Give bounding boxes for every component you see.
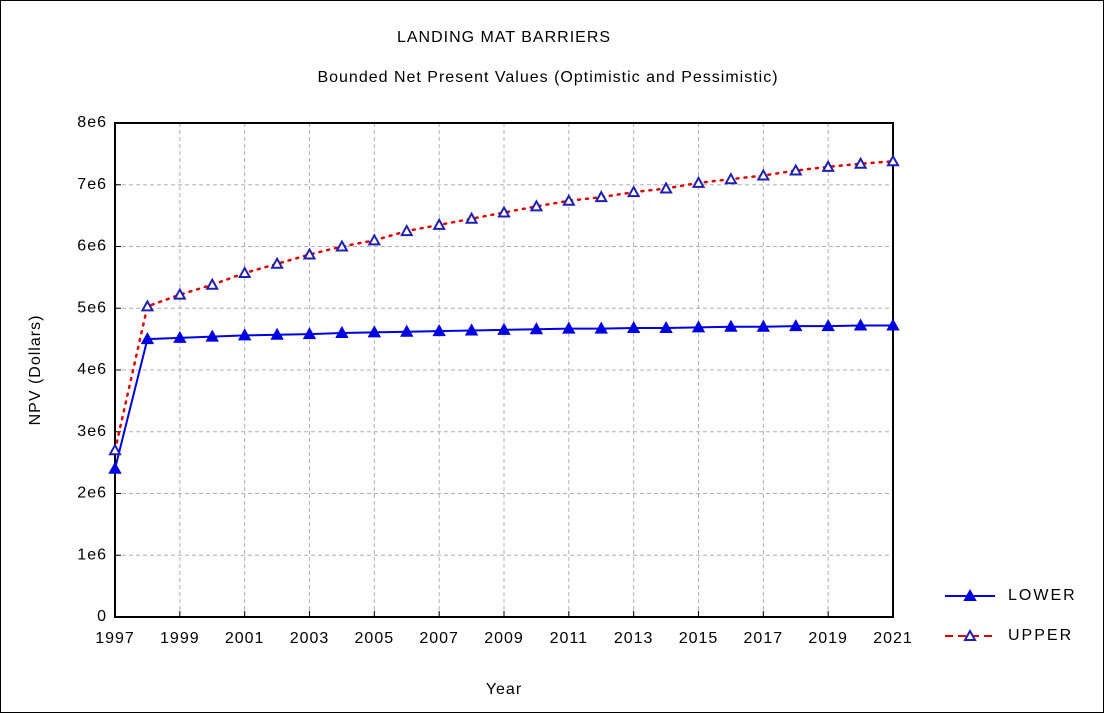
data-point	[302, 247, 317, 260]
data-point	[464, 323, 479, 336]
y-axis-label: NPV (Dollars)	[27, 315, 44, 426]
x-tick-label: 2013	[614, 630, 654, 647]
x-tick-label: 2021	[873, 630, 913, 647]
x-tick-label: 1999	[160, 630, 200, 647]
data-point	[497, 205, 511, 218]
data-point	[886, 318, 900, 331]
data-point	[173, 287, 187, 300]
data-point	[335, 239, 349, 252]
y-tick-label: 6e6	[77, 238, 107, 255]
x-tick-label: 1997	[95, 630, 135, 647]
x-tick-label: 2003	[290, 630, 330, 647]
data-point	[432, 217, 446, 230]
data-point	[789, 163, 803, 176]
data-point	[108, 461, 122, 474]
data-point	[205, 277, 219, 290]
data-point	[237, 265, 252, 279]
x-tick-label: 2007	[419, 630, 459, 647]
data-point	[367, 233, 382, 246]
plot-border	[114, 122, 894, 618]
data-point	[302, 327, 317, 340]
data-point	[335, 325, 349, 338]
data-point	[659, 181, 673, 194]
y-tick-label: 5e6	[77, 299, 107, 316]
data-point	[173, 330, 187, 343]
x-tick-label: 2001	[225, 630, 265, 647]
data-point	[691, 175, 706, 188]
data-point	[237, 328, 252, 341]
data-point	[140, 332, 155, 345]
x-axis-label: Year	[486, 681, 522, 698]
data-point	[464, 211, 479, 224]
x-tick-label: 2005	[355, 630, 395, 647]
data-point	[367, 325, 382, 338]
x-tick-label: 2015	[679, 630, 719, 647]
data-point	[853, 318, 868, 331]
legend-marker	[963, 628, 977, 641]
data-point	[724, 319, 738, 332]
data-point	[756, 319, 771, 332]
data-point	[400, 324, 414, 337]
y-tick-label: 0	[97, 608, 107, 625]
data-point	[659, 320, 673, 334]
legend-label: LOWER	[1008, 587, 1077, 604]
legend-marker	[963, 588, 977, 601]
data-point	[529, 199, 544, 212]
data-point	[594, 190, 608, 203]
data-point	[270, 256, 284, 269]
data-point	[497, 322, 511, 335]
data-point	[789, 319, 803, 332]
x-tick-label: 2011	[550, 630, 588, 647]
y-tick-label: 2e6	[77, 485, 107, 502]
data-point	[562, 321, 576, 334]
y-tick-label: 3e6	[77, 423, 107, 440]
data-point	[886, 154, 900, 167]
data-point	[205, 329, 219, 342]
data-point	[562, 193, 576, 206]
x-tick-label: 2017	[744, 630, 784, 647]
data-point	[821, 159, 835, 172]
data-point	[853, 156, 868, 169]
data-point	[529, 322, 544, 335]
y-tick-label: 4e6	[77, 361, 107, 378]
data-point	[594, 321, 608, 334]
x-tick-label: 2009	[484, 630, 524, 647]
y-tick-label: 8e6	[77, 114, 107, 131]
y-tick-label: 1e6	[77, 546, 107, 563]
data-point	[724, 172, 738, 185]
data-point	[626, 185, 641, 198]
legend-label: UPPER	[1008, 627, 1073, 644]
x-tick-label: 2019	[808, 630, 848, 647]
data-point	[108, 443, 122, 456]
data-point	[270, 327, 284, 340]
data-point	[691, 320, 706, 333]
data-point	[756, 168, 771, 181]
chart-subtitle: Bounded Net Present Values (Optimistic a…	[317, 69, 778, 86]
data-point	[140, 299, 155, 312]
data-point	[400, 224, 414, 237]
data-point	[626, 320, 641, 334]
y-tick-label: 7e6	[77, 176, 107, 193]
data-point	[821, 319, 835, 332]
chart-title: LANDING MAT BARRIERS	[397, 29, 611, 46]
data-point	[432, 324, 446, 337]
